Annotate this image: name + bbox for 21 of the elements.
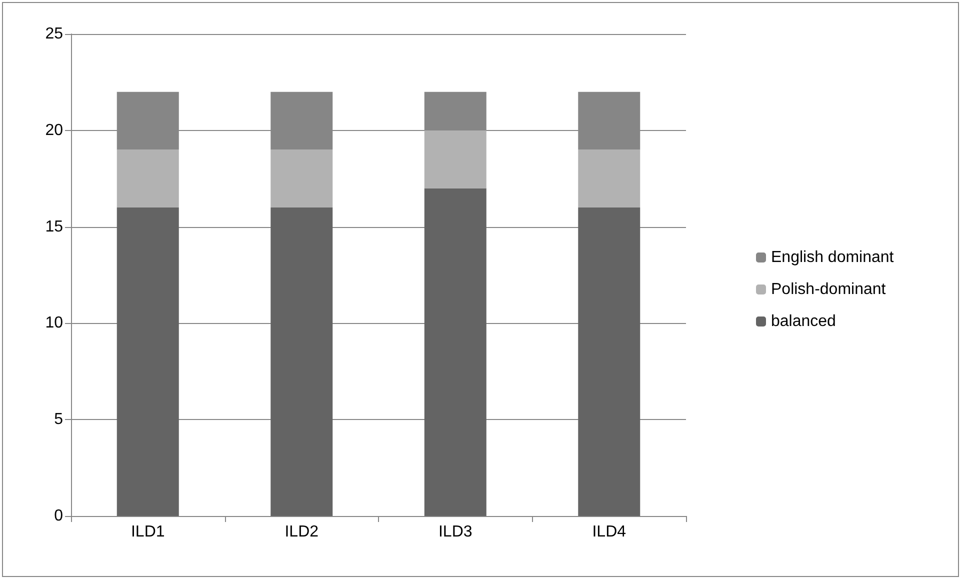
legend-label: Polish-dominant — [771, 281, 886, 298]
legend-label: English dominant — [771, 249, 894, 266]
y-tick-label: 25 — [45, 26, 64, 42]
x-tick-label: ILD1 — [130, 524, 165, 540]
y-tick-label: 10 — [45, 314, 64, 332]
bar — [270, 208, 333, 516]
y-tick-label: 5 — [54, 411, 64, 428]
y-tick-label: 20 — [45, 122, 64, 139]
legend-label: balanced — [771, 313, 836, 330]
bar — [578, 150, 640, 208]
x-tick-label: ILD2 — [284, 524, 319, 540]
y-tick-label: 0 — [54, 508, 64, 524]
bar — [578, 208, 640, 516]
bar — [424, 130, 486, 188]
bar — [116, 208, 179, 516]
x-tick-label: ILD4 — [592, 524, 626, 540]
x-tick-label: ILD3 — [438, 524, 472, 540]
bar — [424, 188, 486, 516]
bar — [270, 150, 333, 208]
bar — [116, 150, 179, 208]
y-tick-label: 15 — [45, 218, 64, 236]
